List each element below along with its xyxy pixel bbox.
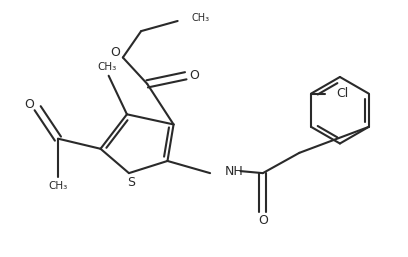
Text: CH₃: CH₃: [97, 62, 116, 72]
Text: CH₃: CH₃: [192, 13, 210, 23]
Text: S: S: [127, 176, 135, 189]
Text: Cl: Cl: [337, 87, 349, 100]
Text: O: O: [111, 46, 120, 59]
Text: NH: NH: [224, 164, 243, 178]
Text: O: O: [258, 214, 268, 227]
Text: O: O: [24, 98, 34, 111]
Text: O: O: [190, 69, 200, 82]
Text: CH₃: CH₃: [48, 181, 68, 191]
